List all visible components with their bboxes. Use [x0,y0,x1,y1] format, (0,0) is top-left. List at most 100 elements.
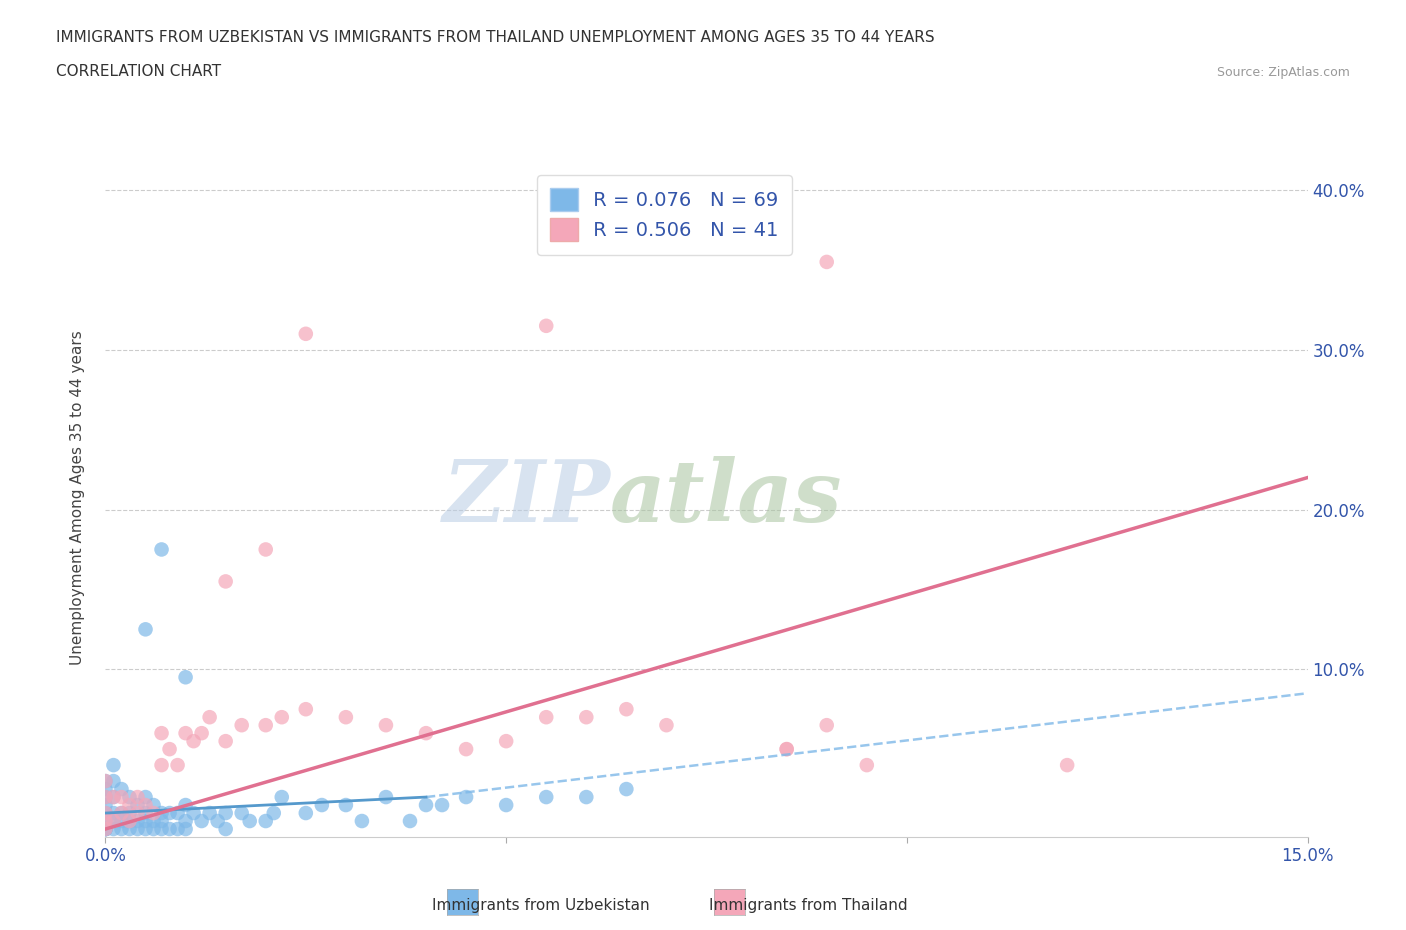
Point [776,742,799,757]
Point [415,798,437,813]
Point [214,805,236,820]
Point [110,781,132,796]
Point [135,622,157,637]
Point [142,821,165,836]
Point [94,805,117,820]
Point [94,821,117,836]
Point [166,758,188,773]
Point [103,805,125,820]
Point [94,821,117,836]
Y-axis label: Unemployment Among Ages 35 to 44 years: Unemployment Among Ages 35 to 44 years [70,330,84,665]
Point [135,814,157,829]
Point [142,814,165,829]
Point [127,805,149,820]
Point [174,670,197,684]
Point [94,774,117,789]
Point [239,814,262,829]
Point [534,710,557,724]
Point [94,814,117,829]
Point [166,821,188,836]
Point [150,725,173,740]
Point [150,542,173,557]
Point [110,814,132,829]
Point [150,821,173,836]
Point [150,758,173,773]
Point [135,790,157,804]
Point [263,805,285,820]
Point [118,814,141,829]
Point [103,814,125,829]
Point [103,790,125,804]
Point [127,814,149,829]
Point [135,821,157,836]
Point [94,821,117,836]
Point [198,710,221,724]
Point [575,710,598,724]
Point [174,725,197,740]
Point [103,758,125,773]
Point [103,821,125,836]
Point [270,710,292,724]
Point [174,798,197,813]
Point [94,774,117,789]
Point [295,805,318,820]
Point [776,742,799,757]
Point [231,718,253,733]
Point [118,805,141,820]
Point [159,821,181,836]
Point [150,814,173,829]
Point [110,805,132,820]
Point [127,821,149,836]
Point [118,798,141,813]
Point [94,821,117,836]
Point [270,790,292,804]
Point [495,734,517,749]
Point [399,814,422,829]
Point [94,781,117,796]
Point [94,805,117,820]
Point [118,790,141,804]
Point [374,718,398,733]
Point [118,814,141,829]
Point [190,725,212,740]
Point [254,814,277,829]
Point [335,710,357,724]
Point [94,798,117,813]
Point [159,805,181,820]
Text: Immigrants from Thailand: Immigrants from Thailand [709,897,908,912]
Legend:  R = 0.076   N = 69,  R = 0.506   N = 41: R = 0.076 N = 69, R = 0.506 N = 41 [537,175,792,255]
Point [207,814,229,829]
Point [135,798,157,813]
Point [655,718,678,733]
Text: atlas: atlas [610,456,842,539]
Point [103,814,125,829]
Point [534,790,557,804]
Point [174,821,197,836]
Point [231,805,253,820]
Point [454,790,477,804]
Point [616,702,638,717]
Point [118,821,141,836]
Point [214,734,236,749]
Point [183,734,205,749]
Point [135,805,157,820]
Text: CORRELATION CHART: CORRELATION CHART [56,64,221,79]
Point [815,718,838,733]
Text: IMMIGRANTS FROM UZBEKISTAN VS IMMIGRANTS FROM THAILAND UNEMPLOYMENT AMONG AGES 3: IMMIGRANTS FROM UZBEKISTAN VS IMMIGRANTS… [56,30,935,45]
Point [142,805,165,820]
Point [142,798,165,813]
Point [110,821,132,836]
Point [214,821,236,836]
Point [94,821,117,836]
Point [815,255,838,270]
Point [335,798,357,813]
Point [214,574,236,589]
Point [159,742,181,757]
Text: Source: ZipAtlas.com: Source: ZipAtlas.com [1216,66,1350,79]
Point [127,798,149,813]
Point [415,725,437,740]
Point [855,758,877,773]
Point [454,742,477,757]
Point [127,790,149,804]
Text: ZIP: ZIP [443,456,610,539]
